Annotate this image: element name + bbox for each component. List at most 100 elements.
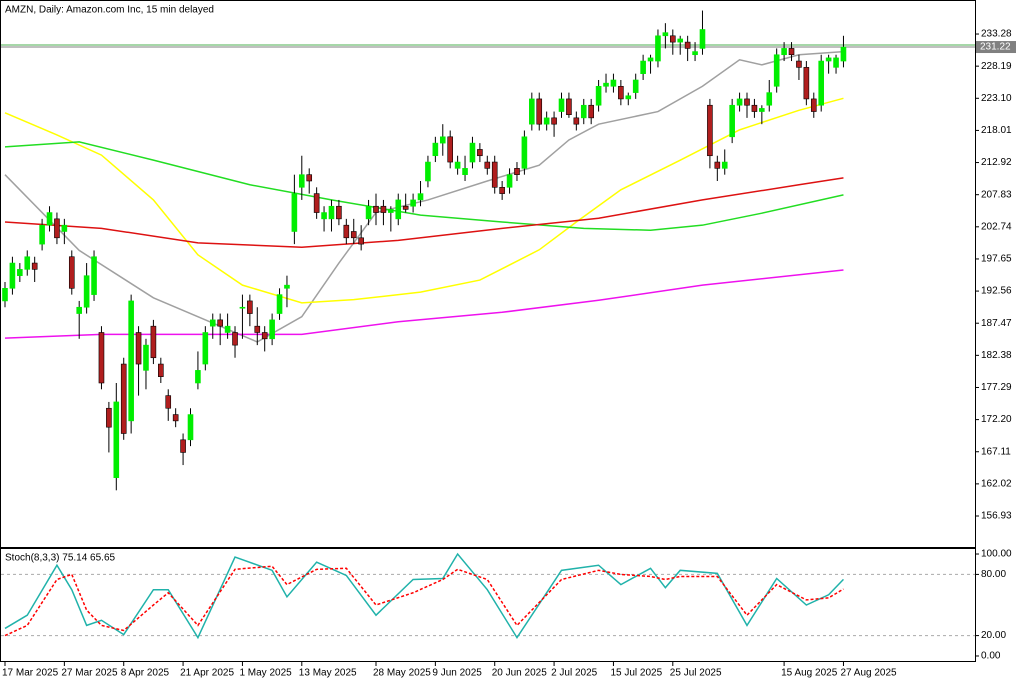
candle-body (736, 98, 743, 106)
candle-body (751, 104, 758, 112)
candle-body (432, 142, 439, 157)
candle-body (766, 92, 773, 106)
candle-body (9, 262, 16, 289)
y-tick-label: 182.38 (981, 350, 1012, 361)
candle-body (684, 41, 691, 49)
candle-body (380, 205, 387, 213)
candle-body (143, 344, 149, 371)
x-tick-label: 1 May 2025 (239, 668, 292, 679)
candle-body (729, 104, 735, 138)
x-tick-label: 15 Aug 2025 (781, 668, 838, 679)
candle-body (818, 60, 825, 106)
y-tick-label: 212.92 (981, 157, 1012, 168)
chart-title: AMZN, Daily: Amazon.com Inc, 15 min dela… (5, 5, 214, 16)
candle-body (106, 407, 112, 428)
candle-body (454, 161, 461, 169)
stoch-title: Stoch(8,3,3) 75.14 65.65 (5, 553, 116, 564)
y-tick-label: 192.56 (981, 286, 1012, 297)
candle-body (388, 209, 394, 213)
candle-body (840, 46, 847, 62)
candle-body (180, 439, 186, 453)
candle-body (24, 256, 31, 270)
y-tick-label: 162.02 (981, 479, 1012, 490)
x-tick-label: 27 Mar 2025 (61, 668, 118, 679)
candle-body (298, 174, 305, 188)
x-tick-label: 28 May 2025 (373, 668, 431, 679)
candle-body (580, 104, 587, 119)
candle-body (491, 161, 498, 188)
moving-average (4, 141, 844, 231)
x-tick-label: 27 Aug 2025 (840, 668, 897, 679)
candle-body (788, 48, 795, 56)
candle-body (402, 205, 409, 210)
candle-body (618, 85, 624, 100)
y-tick-label: 228.19 (981, 61, 1012, 72)
x-tick-label: 21 Apr 2025 (180, 668, 234, 679)
candle-body (610, 79, 617, 87)
y-tick-label: 223.10 (981, 93, 1012, 104)
x-tick-label: 25 Jul 2025 (670, 668, 722, 679)
candle-body (46, 212, 53, 226)
stoch-line (4, 565, 844, 637)
moving-average (4, 177, 844, 249)
stoch-y-tick-label: 100.00 (981, 549, 1012, 560)
candle-body (83, 275, 90, 308)
y-tick-label: 197.65 (981, 254, 1012, 265)
y-tick-label: 218.01 (981, 125, 1012, 136)
candle-body (595, 85, 602, 106)
candle-body (647, 57, 654, 62)
candle-body (677, 38, 684, 43)
candle-body (744, 98, 750, 106)
candle-body (17, 269, 23, 276)
candle-body (803, 67, 810, 100)
candle-body (410, 199, 416, 207)
candle-body (773, 54, 780, 87)
candle-body (573, 117, 580, 125)
candle-body (447, 136, 454, 163)
candle-body (425, 161, 431, 182)
candle-body (721, 161, 728, 169)
x-tick-label: 15 Jul 2025 (610, 668, 662, 679)
candle-body (187, 414, 194, 441)
candle-body (373, 205, 379, 213)
candle-body (261, 332, 268, 340)
candle-body (543, 117, 550, 125)
candle-body (365, 205, 372, 220)
candle-body (150, 325, 157, 359)
candle-body (469, 142, 476, 163)
candle-body (343, 224, 350, 239)
candle-body (306, 174, 313, 182)
candle-body (484, 161, 491, 169)
candle-body (195, 370, 201, 384)
stoch-y-tick-label: 80.00 (981, 569, 1006, 580)
candle-body (632, 79, 639, 93)
moving-average (4, 97, 844, 304)
candle-body (2, 288, 8, 302)
y-tick-label: 156.93 (981, 511, 1012, 522)
y-tick-label: 207.83 (981, 189, 1012, 200)
candle-body (692, 51, 698, 56)
candle-body (529, 98, 535, 125)
candle-body (536, 98, 543, 125)
candle-body (328, 205, 335, 220)
candle-body (209, 319, 216, 327)
candle-body (669, 35, 676, 43)
stoch-line (4, 552, 845, 640)
candle-body (284, 284, 290, 289)
candle-body (91, 256, 97, 295)
candle-body (588, 104, 594, 119)
candle-body (707, 104, 713, 157)
y-tick-label: 233.28 (981, 29, 1012, 40)
candle-body (796, 60, 802, 68)
price-panel (0, 0, 976, 548)
candle-body (76, 306, 82, 314)
stoch-panel (0, 548, 976, 662)
candle-body (462, 168, 468, 175)
candle-body (714, 161, 721, 169)
x-tick-label: 20 Jun 2025 (492, 668, 547, 679)
x-tick-label: 17 Mar 2025 (2, 668, 59, 679)
candle-body (54, 218, 60, 239)
candle-body (158, 363, 164, 377)
candle-body (551, 117, 557, 125)
